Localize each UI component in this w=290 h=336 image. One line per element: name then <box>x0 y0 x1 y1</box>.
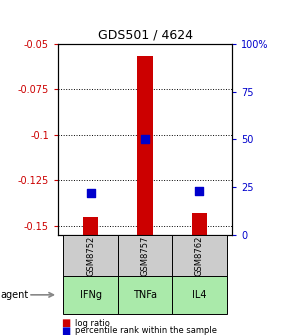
Text: IFNg: IFNg <box>80 290 101 300</box>
Bar <box>172 276 226 314</box>
Text: ■: ■ <box>61 326 70 336</box>
Bar <box>64 235 118 277</box>
Text: log ratio: log ratio <box>75 319 110 328</box>
Bar <box>118 235 172 277</box>
Text: GSM8757: GSM8757 <box>140 236 150 277</box>
Point <box>143 137 147 142</box>
Text: percentile rank within the sample: percentile rank within the sample <box>75 327 218 335</box>
Text: TNFa: TNFa <box>133 290 157 300</box>
Text: ■: ■ <box>61 318 70 328</box>
Point <box>88 191 93 196</box>
Bar <box>137 56 153 235</box>
Text: IL4: IL4 <box>192 290 206 300</box>
Bar <box>192 213 207 235</box>
Title: GDS501 / 4624: GDS501 / 4624 <box>97 28 193 41</box>
Bar <box>172 235 226 277</box>
Bar <box>64 276 118 314</box>
Text: GSM8762: GSM8762 <box>195 236 204 277</box>
Bar <box>118 276 172 314</box>
Bar <box>83 217 98 235</box>
Text: agent: agent <box>0 290 28 300</box>
Point <box>197 188 202 194</box>
Text: GSM8752: GSM8752 <box>86 236 95 276</box>
